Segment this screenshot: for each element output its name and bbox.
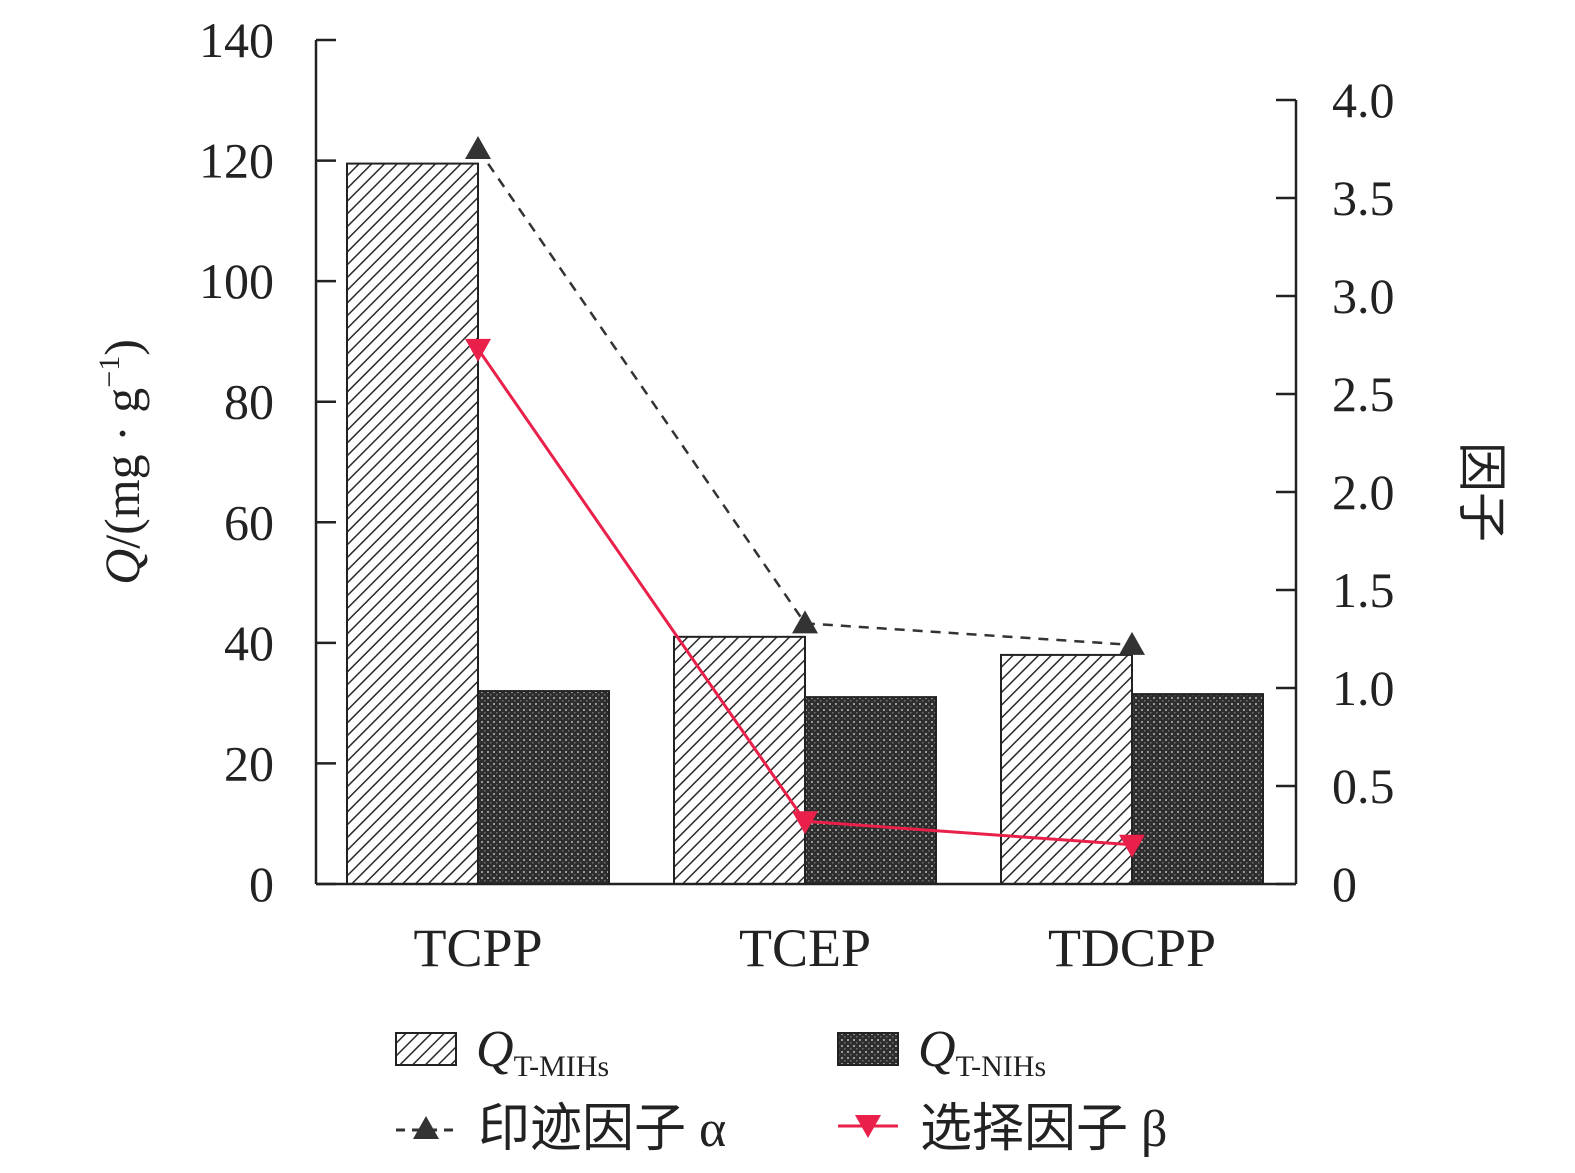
right-tick-label-0: 0 (1332, 856, 1357, 912)
legend-t-nihs-sub: T-NIHs (956, 1050, 1047, 1083)
marker-beta-tcpp (465, 338, 491, 362)
right-tick-label-2.5: 2.5 (1332, 366, 1395, 422)
legend-marker-beta (855, 1115, 881, 1138)
right-tick-label-4.0: 4.0 (1332, 72, 1395, 128)
bar-t-mihs-tdcpp (1000, 653, 1133, 886)
legend-label-beta: 选择因子 β (920, 1101, 1167, 1158)
marker-alpha-tcep (792, 610, 818, 634)
x-tick-label-tcep: TCEP (739, 918, 871, 978)
left-tick-label-100: 100 (199, 253, 274, 309)
right-tick-label-3.5: 3.5 (1332, 170, 1395, 226)
left-tick-label-120: 120 (199, 133, 274, 189)
left-tick-label-140: 140 (199, 12, 274, 68)
legend-swatch-t-mihs (395, 1032, 457, 1066)
left-tick-label-60: 60 (224, 494, 274, 550)
bar-t-mihs-tcpp (346, 162, 479, 886)
lines-layer (465, 136, 1145, 858)
left-axis-title-sup: −1 (93, 356, 126, 388)
marker-beta-tdcpp (1119, 834, 1145, 858)
right-tick-label-0.5: 0.5 (1332, 758, 1395, 814)
bars-layer (346, 162, 1264, 886)
right-tick-label-2.0: 2.0 (1332, 464, 1395, 520)
x-tick-label-tcpp: TCPP (413, 918, 542, 978)
marker-beta-tcep (792, 811, 818, 835)
x-tick-label-tdcpp: TDCPP (1048, 918, 1216, 978)
left-tick-label-20: 20 (224, 735, 274, 791)
left-axis-title: Q/(mg · g−1) (93, 339, 151, 585)
right-tick-label-1.0: 1.0 (1332, 660, 1395, 716)
left-tick-label-40: 40 (224, 615, 274, 671)
bar-t-mihs-tcep (673, 635, 806, 885)
right-tick-label-3.0: 3.0 (1332, 268, 1395, 324)
left-axis-title-close: ) (94, 339, 150, 356)
bar-t-nihs-tdcpp (1131, 693, 1264, 885)
legend-label-t-nihs: QT-NIHs (918, 1021, 1046, 1083)
legend-t-mihs-sub: T-MIHs (514, 1050, 610, 1083)
left-tick-label-0: 0 (249, 856, 274, 912)
right-tick-label-1.5: 1.5 (1332, 562, 1395, 618)
legend-label-t-mihs: QT-MIHs (476, 1021, 609, 1083)
legend: QT-MIHs QT-NIHs 印迹因子 α 选择因子 β (395, 1021, 1167, 1158)
legend-swatch-t-nihs (837, 1032, 899, 1066)
right-axis-title: 因子 (1454, 442, 1510, 542)
legend-marker-alpha (413, 1116, 439, 1139)
legend-label-alpha: 印迹因子 α (478, 1101, 726, 1158)
axes-layer: 0 20 40 60 80 100 120 140 0 0.5 1.0 1.5 2.0 2.5 3.0 3.5… (199, 12, 1395, 978)
left-axis-title-q: Q (94, 549, 150, 585)
marker-alpha-tdcpp (1119, 631, 1145, 655)
marker-alpha-tcpp (465, 136, 491, 159)
left-tick-label-80: 80 (224, 374, 274, 430)
bar-t-nihs-tcpp (477, 690, 610, 885)
left-axis-title-unit: /(mg · g (94, 388, 150, 549)
legend-t-mihs-q: Q (476, 1021, 514, 1078)
line-alpha (476, 148, 1133, 647)
bar-t-nihs-tcep (804, 696, 937, 885)
legend-t-nihs-q: Q (918, 1021, 956, 1078)
